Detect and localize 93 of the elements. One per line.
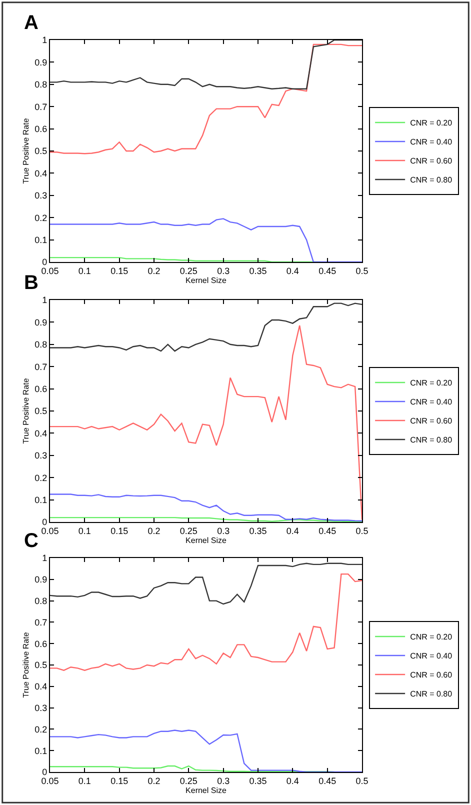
x-tick-label: 0.1 — [78, 526, 91, 536]
y-tick-label: 0.1 — [34, 746, 48, 756]
line-series — [50, 573, 362, 671]
x-tick-label: 0.5 — [356, 266, 368, 276]
y-tick-label: 0 — [42, 257, 48, 268]
legend-label: CNR = 0.60 — [410, 670, 453, 680]
chart-title: A — [24, 12, 38, 34]
x-tick-label: 0.45 — [318, 266, 336, 276]
line-series — [50, 302, 362, 352]
legend-label: CNR = 0.40 — [410, 398, 453, 407]
x-tick-label: 0.3 — [217, 266, 230, 276]
y-axis-title: True Positive Rate — [21, 632, 30, 698]
x-tick-label: 0.05 — [41, 776, 59, 786]
line-series — [50, 40, 362, 90]
line-series — [50, 218, 362, 262]
x-tick-label: 0.1 — [78, 776, 91, 786]
y-tick-label: 0.2 — [34, 212, 48, 223]
x-tick-label: 0.15 — [110, 266, 128, 276]
x-tick-label: 0.3 — [217, 776, 230, 786]
x-tick-label: 0.35 — [249, 526, 267, 536]
x-tick-label: 0.25 — [180, 266, 198, 276]
y-tick-label: 1 — [42, 295, 48, 306]
legend-label: CNR = 0.80 — [410, 176, 453, 185]
x-tick-label: 0.15 — [110, 776, 128, 786]
y-tick-label: 0.4 — [34, 168, 48, 178]
legend-label: CNR = 0.20 — [410, 378, 453, 388]
y-tick-label: 0.5 — [34, 406, 48, 416]
y-tick-label: 1 — [42, 553, 48, 564]
y-tick-label: 0.6 — [34, 124, 48, 134]
x-tick-label: 0.35 — [249, 266, 267, 276]
y-tick-label: 0 — [42, 517, 48, 528]
x-tick-label: 0.25 — [180, 526, 198, 536]
x-tick-label: 0.45 — [318, 776, 336, 786]
y-tick-label: 0.3 — [34, 190, 48, 201]
line-series — [50, 494, 362, 522]
x-tick-label: 0.05 — [41, 526, 59, 536]
x-tick-label: 0.25 — [180, 776, 198, 786]
x-axis-title: Kernel Size — [186, 276, 227, 285]
legend-label: CNR = 0.60 — [410, 416, 453, 426]
y-tick-label: 0 — [42, 767, 48, 778]
x-tick-label: 0.05 — [41, 266, 59, 276]
y-tick-label: 0.1 — [34, 234, 48, 245]
y-tick-label: 1 — [42, 35, 48, 46]
y-tick-label: 0.4 — [34, 428, 48, 438]
x-tick-label: 0.4 — [286, 526, 299, 536]
x-tick-label: 0.5 — [356, 526, 368, 536]
line-series — [50, 562, 362, 605]
y-tick-label: 0.9 — [34, 57, 48, 68]
x-tick-label: 0.35 — [249, 776, 267, 786]
y-axis-title: True Positive Rate — [21, 378, 30, 444]
x-tick-label: 0.2 — [148, 266, 160, 276]
y-tick-label: 0.2 — [34, 724, 48, 734]
y-tick-label: 0.8 — [34, 340, 48, 350]
line-series — [50, 324, 362, 520]
x-axis-title: Kernel Size — [186, 786, 227, 795]
y-tick-label: 0.1 — [34, 494, 48, 505]
chart-title: C — [24, 530, 38, 552]
y-tick-label: 0.6 — [34, 638, 48, 649]
x-tick-label: 0.1 — [78, 266, 91, 276]
x-axis-title: Kernel Size — [186, 536, 227, 545]
legend-label: CNR = 0.20 — [410, 118, 453, 128]
legend-label: CNR = 0.80 — [410, 436, 453, 445]
x-tick-label: 0.45 — [318, 526, 336, 536]
legend-label: CNR = 0.60 — [410, 156, 453, 166]
y-tick-label: 0.7 — [34, 362, 48, 372]
y-tick-label: 0.3 — [34, 450, 48, 461]
y-tick-label: 0.4 — [34, 682, 48, 692]
x-tick-label: 0.3 — [217, 526, 230, 536]
line-series — [50, 44, 362, 154]
y-tick-label: 0.7 — [34, 102, 48, 112]
y-axis-title: True Positive Rate — [21, 118, 30, 184]
legend-label: CNR = 0.80 — [410, 690, 453, 699]
legend-label: CNR = 0.40 — [410, 652, 453, 661]
y-tick-label: 0.9 — [34, 317, 48, 328]
y-tick-label: 0.2 — [34, 472, 48, 483]
legend-label: CNR = 0.40 — [410, 138, 453, 147]
x-tick-label: 0.4 — [286, 266, 299, 276]
y-tick-label: 0.5 — [34, 146, 48, 156]
x-tick-label: 0.4 — [286, 776, 299, 786]
y-tick-label: 0.8 — [34, 80, 48, 90]
y-tick-label: 0.6 — [34, 384, 48, 394]
x-tick-label: 0.15 — [110, 526, 128, 536]
y-tick-label: 0.7 — [34, 617, 48, 628]
chart-title: B — [24, 272, 38, 294]
line-series — [50, 730, 362, 772]
x-tick-label: 0.5 — [356, 776, 368, 786]
x-tick-label: 0.2 — [148, 526, 160, 536]
y-tick-label: 0.8 — [34, 596, 48, 606]
y-tick-label: 0.3 — [34, 702, 48, 713]
legend-label: CNR = 0.20 — [410, 632, 453, 642]
y-tick-label: 0.5 — [34, 660, 48, 670]
x-tick-label: 0.2 — [148, 776, 160, 786]
y-tick-label: 0.9 — [34, 574, 48, 585]
